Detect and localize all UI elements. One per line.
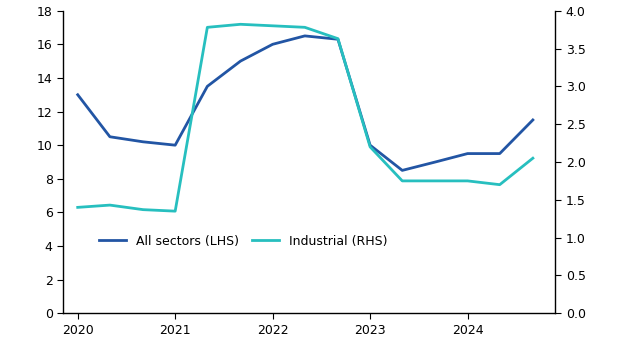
Industrial (RHS)	[399, 179, 406, 183]
All sectors (LHS)	[301, 34, 309, 38]
All sectors (LHS)	[399, 168, 406, 173]
All sectors (LHS)	[269, 42, 276, 46]
All sectors (LHS)	[139, 140, 147, 144]
All sectors (LHS)	[367, 143, 374, 147]
Line: All sectors (LHS): All sectors (LHS)	[78, 36, 533, 171]
Industrial (RHS)	[106, 203, 114, 207]
Industrial (RHS)	[301, 25, 309, 30]
Industrial (RHS)	[269, 23, 276, 28]
Industrial (RHS)	[464, 179, 471, 183]
Industrial (RHS)	[204, 25, 211, 30]
All sectors (LHS)	[204, 84, 211, 89]
Industrial (RHS)	[432, 179, 439, 183]
Industrial (RHS)	[334, 37, 342, 41]
Line: Industrial (RHS): Industrial (RHS)	[78, 24, 533, 211]
All sectors (LHS)	[334, 37, 342, 41]
All sectors (LHS)	[464, 151, 471, 156]
Industrial (RHS)	[172, 209, 179, 213]
All sectors (LHS)	[172, 143, 179, 147]
All sectors (LHS)	[496, 151, 504, 156]
Industrial (RHS)	[367, 145, 374, 149]
Industrial (RHS)	[139, 208, 147, 212]
All sectors (LHS)	[237, 59, 244, 63]
Legend: All sectors (LHS), Industrial (RHS): All sectors (LHS), Industrial (RHS)	[94, 230, 393, 252]
Industrial (RHS)	[74, 205, 81, 209]
All sectors (LHS)	[529, 118, 536, 122]
Industrial (RHS)	[496, 183, 504, 187]
Industrial (RHS)	[529, 156, 536, 160]
All sectors (LHS)	[106, 135, 114, 139]
All sectors (LHS)	[432, 160, 439, 164]
All sectors (LHS)	[74, 93, 81, 97]
Industrial (RHS)	[237, 22, 244, 26]
